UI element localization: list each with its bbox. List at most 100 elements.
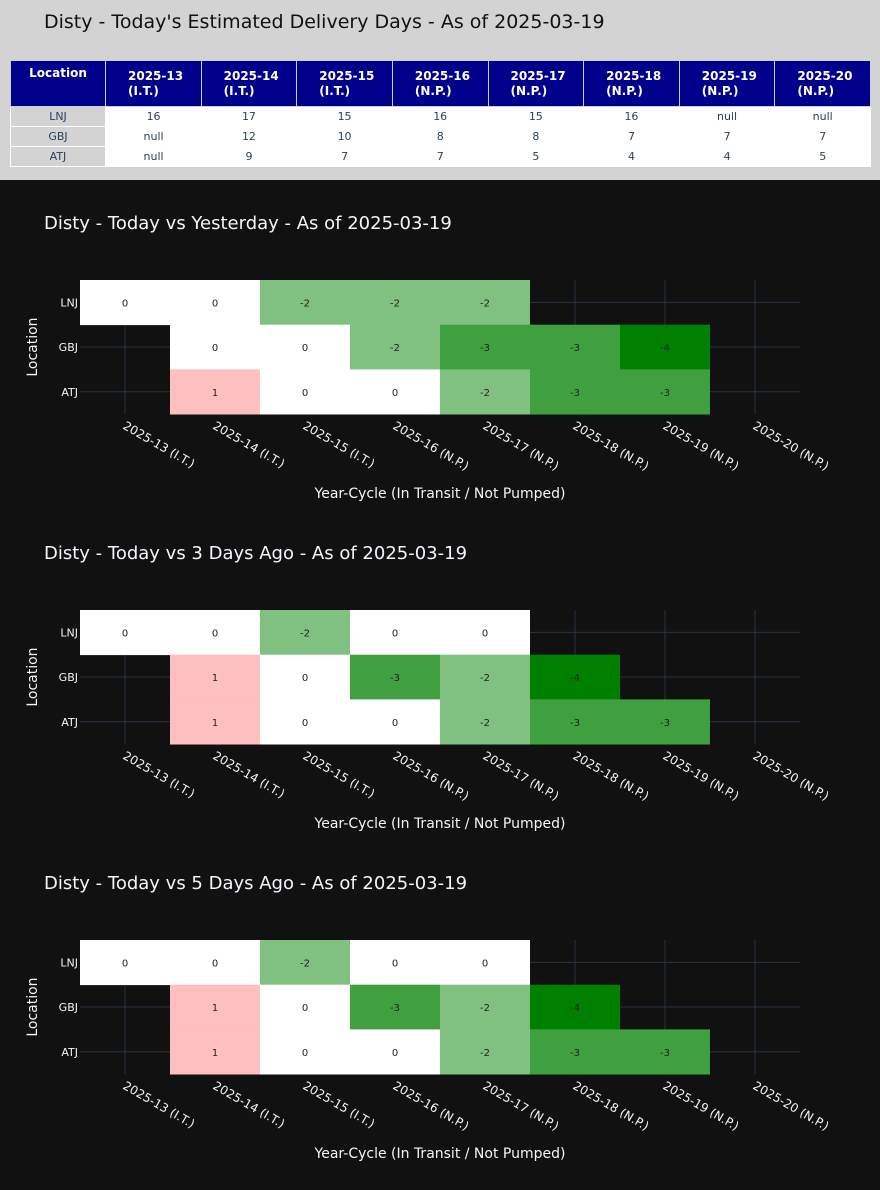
header-location[interactable]: Location	[10, 60, 106, 107]
y-axis-label: Location	[25, 317, 41, 376]
cell-value-label: -3	[570, 343, 580, 354]
cell-value-label: 0	[122, 298, 128, 309]
header-col[interactable]: 2025-19 (N.P.)	[678, 60, 776, 107]
table-row: LNJ 16 17 15 16 15 16 null null	[10, 106, 871, 127]
x-axis-label: Year-Cycle (In Transit / Not Pumped)	[314, 486, 566, 502]
heatmap-cell	[440, 984, 530, 1030]
y-tick-label: GBJ	[59, 1001, 78, 1014]
cell-value-label: -4	[570, 673, 580, 684]
row-location: LNJ	[10, 106, 106, 127]
x-tick-label: 2025-19 (N.P.)	[661, 1079, 742, 1134]
heatmap-plot[interactable]: 0 0 -2 0 0 1 0 -3 -2 -4 1 0 0 -2 -3 -3 LNJ GBJ ATJ 2025-13 …	[0, 860, 880, 1170]
y-tick-label: LNJ	[60, 626, 78, 639]
heatmap-cell	[440, 324, 530, 370]
x-tick-label: 2025-20 (N.P.)	[751, 749, 832, 804]
x-axis-label: Year-Cycle (In Transit / Not Pumped)	[314, 816, 566, 832]
y-tick-label: GBJ	[59, 341, 78, 354]
x-tick-label: 2025-16 (N.P.)	[391, 419, 472, 474]
estimated-delivery-panel: Disty - Today's Estimated Delivery Days …	[0, 0, 880, 180]
x-axis-label: Year-Cycle (In Transit / Not Pumped)	[314, 1146, 566, 1162]
x-tick-label: 2025-13 (I.T.)	[121, 419, 198, 471]
y-tick-label: LNJ	[60, 296, 78, 309]
cell-value-label: -2	[480, 673, 490, 684]
cell-value-label: 0	[212, 343, 218, 354]
heatmap-cell	[620, 324, 710, 370]
cell-value-label: -2	[300, 628, 310, 639]
header-col[interactable]: 2025-20 (N.P.)	[774, 60, 871, 107]
table-row: GBJ null 12 10 8 8 7 7 7	[10, 126, 871, 147]
cell-value-label: 0	[302, 388, 308, 399]
heatmap-cell	[440, 699, 530, 745]
heatmap-cell	[170, 699, 260, 745]
table-cell: 7	[296, 146, 393, 167]
heatmap-cell	[170, 280, 260, 326]
heatmap-cell	[260, 699, 350, 745]
header-col[interactable]: 2025-18 (N.P.)	[583, 60, 680, 107]
cell-value-label: -2	[480, 298, 490, 309]
cell-value-label: -2	[390, 343, 400, 354]
cell-value-label: 0	[392, 718, 398, 729]
row-location: GBJ	[10, 126, 106, 147]
heatmap-cell	[350, 940, 440, 986]
table-cell: 12	[201, 126, 297, 147]
heatmap-cell	[530, 654, 620, 700]
cell-value-label: 1	[212, 1003, 218, 1014]
cell-value-label: -2	[300, 958, 310, 969]
chart-title: Disty - Today vs 5 Days Ago - As of 2025…	[44, 873, 468, 894]
heatmap-cell	[440, 940, 530, 986]
heatmap-cell	[170, 1029, 260, 1075]
heatmap-cell	[260, 324, 350, 370]
cell-value-label: 0	[302, 343, 308, 354]
cell-value-label: 0	[392, 958, 398, 969]
heatmap-cell	[350, 369, 440, 415]
heatmap-plot[interactable]: 0 0 -2 -2 -2 0 0 -2 -3 -3 -4 1 0 0 -2 -3 -3 LNJ GBJ ATJ 2025…	[0, 200, 880, 530]
table-cell: 4	[583, 146, 680, 167]
header-col[interactable]: 2025-16 (N.P.)	[391, 60, 489, 107]
heatmap-cell	[170, 940, 260, 986]
heatmap-cell	[530, 984, 620, 1030]
x-tick-label: 2025-13 (I.T.)	[121, 1079, 198, 1131]
table-cell: 7	[583, 126, 680, 147]
heatmap-today-vs-5-days-ago: Disty - Today vs 5 Days Ago - As of 2025…	[0, 860, 880, 1190]
heatmap-cell	[170, 369, 260, 415]
cell-value-label: -2	[300, 298, 310, 309]
header-col[interactable]: 2025-13 (I.T.)	[105, 60, 202, 107]
header-col[interactable]: 2025-14 (I.T.)	[200, 60, 298, 107]
cell-value-label: -4	[660, 343, 670, 354]
cell-value-label: 0	[482, 628, 488, 639]
heatmap-cell	[350, 324, 440, 370]
heatmap-cell	[170, 324, 260, 370]
cell-value-label: -3	[660, 718, 670, 729]
cell-value-label: 1	[212, 673, 218, 684]
cell-value-label: 0	[392, 628, 398, 639]
heatmap-cell	[260, 610, 350, 656]
table-cell: 9	[201, 146, 297, 167]
cell-value-label: 0	[212, 958, 218, 969]
row-location: ATJ	[10, 146, 106, 167]
table-title: Disty - Today's Estimated Delivery Days …	[44, 11, 605, 33]
heatmap-cell	[350, 610, 440, 656]
heatmap-cell	[260, 1029, 350, 1075]
heatmap-cells: 0 0 -2 0 0 1 0 -3 -2 -4 1 0 0 -2 -3 -3	[80, 940, 710, 1075]
heatmap-plot[interactable]: 0 0 -2 0 0 1 0 -3 -2 -4 1 0 0 -2 -3 -3 LNJ GBJ ATJ 2025-13 …	[0, 530, 880, 860]
x-tick-label: 2025-16 (N.P.)	[391, 1079, 472, 1134]
table-cell: null	[679, 106, 775, 127]
x-tick-label: 2025-15 (I.T.)	[301, 419, 378, 471]
heatmap-cell	[260, 369, 350, 415]
y-tick-label: GBJ	[59, 671, 78, 684]
x-tick-label: 2025-14 (I.T.)	[211, 1079, 288, 1131]
heatmap-cell	[170, 610, 260, 656]
x-tick-label: 2025-19 (N.P.)	[661, 419, 742, 474]
header-col[interactable]: 2025-17 (N.P.)	[487, 60, 585, 107]
x-tick-label: 2025-19 (N.P.)	[661, 749, 742, 804]
table-cell: 5	[488, 146, 584, 167]
heatmap-cell	[620, 699, 710, 745]
heatmap-today-vs-yesterday: Disty - Today vs Yesterday - As of 2025-…	[0, 200, 880, 530]
y-tick-label: LNJ	[60, 956, 78, 969]
header-col[interactable]: 2025-15 (I.T.)	[296, 60, 393, 107]
cell-value-label: -3	[390, 1003, 400, 1014]
heatmap-cell	[440, 610, 530, 656]
table-row: ATJ null 9 7 7 5 4 4 5	[10, 146, 871, 167]
x-tick-label: 2025-20 (N.P.)	[751, 1079, 832, 1134]
heatmap-cell	[440, 280, 530, 326]
